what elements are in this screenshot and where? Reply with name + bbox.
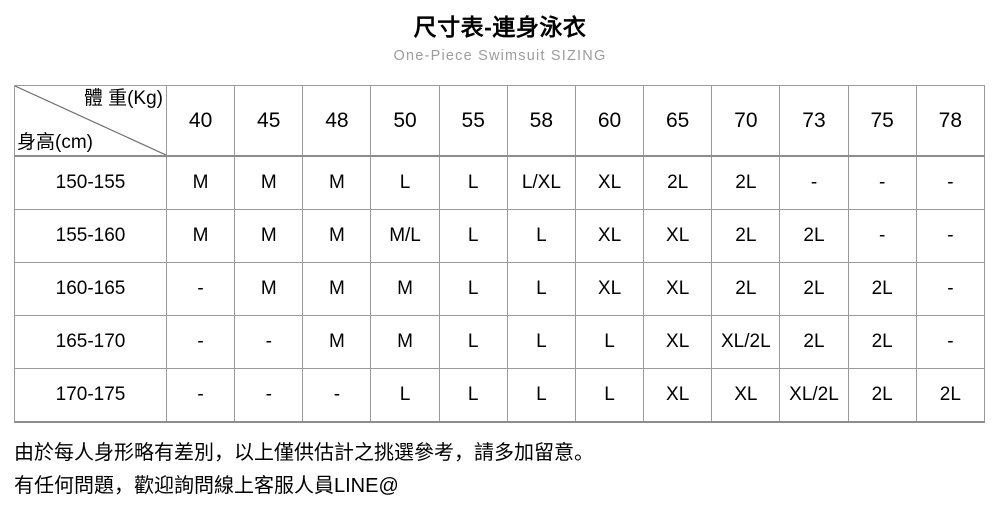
- weight-column-header: 45: [234, 85, 304, 157]
- size-cell: L: [370, 368, 440, 423]
- weight-column-header: 55: [438, 85, 508, 157]
- size-table-body: 體 重(Kg) 身高(cm) 40 45 48 50 55 58 60 65 7…: [14, 85, 986, 423]
- size-cell: -: [915, 209, 986, 263]
- weight-column-header: 40: [165, 85, 236, 157]
- size-cell: 2L: [711, 262, 781, 316]
- weight-column-header: 78: [915, 85, 986, 157]
- footer-notes: 由於每人身形略有差別，以上僅供估計之挑選參考，請多加留意。 有任何問題，歡迎詢問…: [14, 437, 974, 503]
- size-cell: XL: [643, 368, 713, 423]
- size-cell: XL: [574, 209, 645, 263]
- page-title: 尺寸表-連身泳衣: [413, 14, 587, 40]
- diagonal-divider-icon: [15, 86, 166, 155]
- page-subtitle: One-Piece Swimsuit SIZING: [393, 47, 607, 64]
- size-cell: L: [438, 315, 508, 369]
- size-cell: -: [915, 155, 986, 210]
- size-cell: -: [234, 315, 304, 369]
- height-row-header: 150-155: [14, 155, 167, 210]
- table-row: 150-155 M M M L L L/XL XL 2L 2L - - -: [14, 155, 986, 210]
- size-cell: L: [506, 368, 576, 423]
- height-axis-label: 身高(cm): [17, 132, 93, 154]
- size-cell: -: [779, 155, 849, 210]
- size-cell: -: [165, 315, 236, 369]
- size-cell: 2L: [847, 262, 917, 316]
- size-table: 體 重(Kg) 身高(cm) 40 45 48 50 55 58 60 65 7…: [14, 85, 986, 423]
- weight-column-header: 65: [643, 85, 713, 157]
- size-cell: -: [915, 315, 986, 369]
- table-row: 160-165 - M M M L L XL XL 2L 2L 2L -: [14, 262, 986, 316]
- size-cell: L: [574, 315, 645, 369]
- note-line-disclaimer: 由於每人身形略有差別，以上僅供估計之挑選參考，請多加留意。: [14, 442, 594, 464]
- size-cell: L: [438, 262, 508, 316]
- size-cell: -: [165, 368, 236, 423]
- size-cell: -: [165, 262, 236, 316]
- size-cell: M/L: [370, 209, 440, 263]
- size-cell: L: [438, 209, 508, 263]
- size-cell: L: [574, 368, 645, 423]
- size-cell: -: [234, 368, 304, 423]
- weight-column-header: 73: [779, 85, 849, 157]
- size-table-wrapper: 體 重(Kg) 身高(cm) 40 45 48 50 55 58 60 65 7…: [14, 85, 986, 423]
- table-header-row: 體 重(Kg) 身高(cm) 40 45 48 50 55 58 60 65 7…: [14, 85, 986, 157]
- size-cell: M: [302, 209, 372, 263]
- size-cell: M: [234, 209, 304, 263]
- size-cell: XL: [574, 262, 645, 316]
- height-row-header: 160-165: [14, 262, 167, 316]
- size-cell: L: [506, 209, 576, 263]
- size-cell: 2L: [847, 315, 917, 369]
- weight-column-header: 70: [711, 85, 781, 157]
- size-cell: -: [847, 209, 917, 263]
- size-cell: 2L: [779, 209, 849, 263]
- weight-column-header: 48: [302, 85, 372, 157]
- weight-column-header: 75: [847, 85, 917, 157]
- size-cell: -: [302, 368, 372, 423]
- weight-column-header: 60: [574, 85, 645, 157]
- height-row-header: 155-160: [14, 209, 167, 263]
- axis-corner-cell: 體 重(Kg) 身高(cm): [14, 85, 167, 157]
- table-row: 165-170 - - M M L L L XL XL/2L 2L 2L -: [14, 315, 986, 369]
- size-cell: M: [234, 155, 304, 210]
- size-cell: M: [302, 155, 372, 210]
- size-cell: XL: [643, 315, 713, 369]
- title-block: 尺寸表-連身泳衣 One-Piece Swimsuit SIZING: [0, 0, 1000, 65]
- size-cell: L/XL: [506, 155, 576, 210]
- height-row-header: 165-170: [14, 315, 167, 369]
- size-cell: M: [370, 262, 440, 316]
- size-cell: 2L: [643, 155, 713, 210]
- size-cell: XL/2L: [711, 315, 781, 369]
- size-cell: M: [302, 262, 372, 316]
- size-cell: XL: [643, 262, 713, 316]
- size-cell: XL: [643, 209, 713, 263]
- size-cell: 2L: [779, 262, 849, 316]
- weight-column-header: 50: [370, 85, 440, 157]
- size-cell: 2L: [711, 209, 781, 263]
- size-cell: L: [438, 155, 508, 210]
- weight-axis-label: 體 重(Kg): [83, 88, 163, 109]
- size-cell: XL: [711, 368, 781, 423]
- size-cell: M: [165, 155, 236, 210]
- size-cell: 2L: [847, 368, 917, 423]
- size-cell: M: [370, 315, 440, 369]
- size-cell: -: [847, 155, 917, 210]
- size-cell: L: [506, 315, 576, 369]
- size-cell: M: [234, 262, 304, 316]
- size-cell: L: [506, 262, 576, 316]
- size-cell: L: [438, 368, 508, 423]
- size-cell: M: [165, 209, 236, 263]
- size-cell: XL/2L: [779, 368, 849, 423]
- weight-column-header: 58: [506, 85, 576, 157]
- table-row: 170-175 - - - L L L L XL XL XL/2L 2L 2L: [14, 368, 986, 423]
- size-cell: XL: [574, 155, 645, 210]
- size-cell: L: [370, 155, 440, 210]
- table-row: 155-160 M M M M/L L L XL XL 2L 2L - -: [14, 209, 986, 263]
- size-cell: M: [302, 315, 372, 369]
- note-line-contact: 有任何問題，歡迎詢問線上客服人員LINE@: [14, 475, 399, 497]
- size-cell: -: [915, 262, 986, 316]
- size-cell: 2L: [711, 155, 781, 210]
- height-row-header: 170-175: [14, 368, 167, 423]
- size-cell: 2L: [915, 368, 986, 423]
- size-cell: 2L: [779, 315, 849, 369]
